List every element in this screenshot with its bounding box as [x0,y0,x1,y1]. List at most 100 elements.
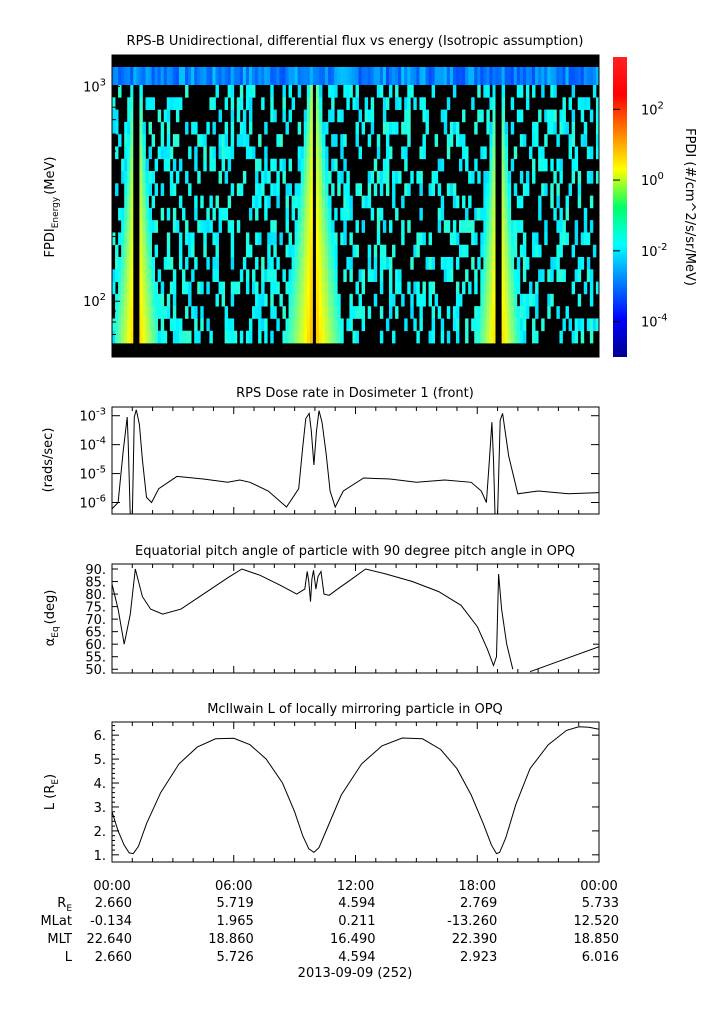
spectrogram-cell [395,97,399,110]
spectrogram-cell [474,207,478,221]
spectrogram-cell [273,244,277,258]
spectrogram-cell [440,109,445,123]
spectrogram-cell [334,269,338,282]
spectrogram-cell [245,232,250,246]
spectrogram-cell [194,207,198,221]
spectrogram-cell [440,207,445,221]
time-row-label: L [65,950,73,965]
spectrogram-cell [495,293,499,307]
spectrogram-cell [136,97,140,110]
spectrogram-cell [510,97,515,110]
spectrogram-cell [166,232,171,246]
spectrogram-cell [297,306,302,319]
spectrogram-cell [407,121,411,135]
spectrogram-cell [315,121,320,135]
spectrogram-cell [230,293,235,307]
spectrogram-cell [160,318,165,332]
spectrogram-cell [227,67,232,85]
spectrogram-cell [455,195,460,209]
spectrogram-cell [419,171,423,184]
spectrogram-cell [513,146,518,160]
spectrogram-cell [273,220,277,233]
spectrogram-cell [127,244,131,258]
spectrogram-cell [595,281,599,295]
spectrogram-cell [385,257,390,270]
spectrogram-cell [498,183,502,196]
spectrogram-cell [382,109,387,123]
spectrogram-cell [522,330,527,344]
spectrogram-cell [145,306,149,319]
spectrogram-cell [203,146,207,160]
spectrogram-cell [127,97,131,110]
spectrogram-cell [175,220,180,233]
spectrogram-cell [483,269,487,282]
spectrogram-cell [288,306,292,319]
spectrogram-cell [452,67,457,85]
spectrogram-cell [355,220,359,233]
spectrogram-cell [501,85,506,98]
spectrogram-cell [255,67,259,85]
spectrogram-cell [428,232,432,246]
spectrogram-cell [309,318,314,332]
spectrogram-cell [252,67,256,85]
time-row-value: 12.520 [574,914,620,929]
spectrogram-cell [462,134,466,147]
spectrogram-cell [483,85,487,98]
spectrogram-cell [388,67,393,85]
spectrogram-cell [303,269,308,282]
spectrogram-cell [501,232,506,246]
spectrogram-cell [124,318,128,332]
spectrogram-cell [550,257,554,270]
spectrogram-cell [318,330,323,344]
spectrogram-cell [322,146,326,160]
spectrogram-cell [431,67,436,85]
spectrogram-cell [273,183,277,196]
spectrogram-cell [133,121,137,135]
spectrogram-cell [270,158,274,172]
spectrogram-cell [449,134,454,147]
spectrogram-cell [276,318,280,332]
spectrogram-cell [230,220,235,233]
spectrogram-cell [224,134,229,147]
spectrogram-cell [242,134,247,147]
spectrogram-cell [315,244,320,258]
spectrogram-cell [395,171,399,184]
spectrogram-cell [486,257,490,270]
spectrogram-cell [532,330,536,344]
spectrogram-cell [121,293,125,307]
spectrogram-cell [130,183,134,196]
spectrogram-cell [571,134,576,147]
spectrogram-cell [148,281,152,295]
spectrogram-cell [206,220,210,233]
spectrogram-cell [544,67,548,85]
spectrogram-cell [367,244,372,258]
spectrogram-cell [474,121,478,135]
spectrogram-cell [297,85,302,98]
spectrogram-cell [133,281,137,295]
spectrogram-cell [468,195,472,209]
spectrogram-cell [139,232,143,246]
time-row-label: MLT [47,932,72,947]
spectrogram-cell [504,121,509,135]
spectrogram-cell [452,318,457,332]
spectrogram-cell [419,232,423,246]
spectrogram-cell [562,121,566,135]
spectrogram-cell [328,67,332,85]
spectrogram-cell [477,318,481,332]
spectrogram-cell [492,134,496,147]
spectrogram-cell [166,257,171,270]
spectrogram-cell [492,330,496,344]
spectrogram-cell [306,85,311,98]
spectrogram-cell [191,67,195,85]
spectrogram-cell [489,183,493,196]
spectrogram-cell [580,97,585,110]
spectrogram-cell [124,67,128,85]
spectrogram-cell [163,158,168,172]
spectrogram-cell [358,293,362,307]
spectrogram-cell [401,67,405,85]
spectrogram-cell [504,220,509,233]
spectrogram-cell [127,67,131,85]
spectrogram-cell [185,121,189,135]
spectrogram-cell [288,67,293,85]
spectrogram-cell [477,85,481,98]
